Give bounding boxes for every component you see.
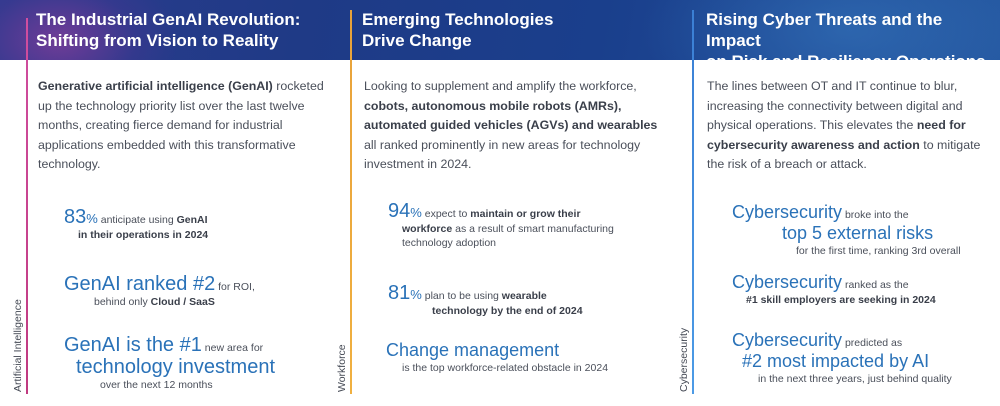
stat-genai-roi: GenAI ranked #2 for ROI, behind only Clo… [64, 273, 255, 308]
column-1-title: The Industrial GenAI Revolution: Shiftin… [36, 10, 301, 50]
column-1-divider [26, 18, 28, 394]
stat-cyber-skill: Cybersecurity ranked as the #1 skill emp… [732, 272, 936, 306]
stat-cyber-external-risk: Cybersecurity broke into the top 5 exter… [732, 202, 961, 257]
stat-genai-adoption: 83% anticipate using GenAI in their oper… [64, 206, 209, 241]
header-band: The Industrial GenAI Revolution: Shiftin… [0, 0, 1000, 60]
column-3-divider [692, 10, 694, 394]
stat-genai-investment: GenAI is the #1 new area for technology … [64, 334, 276, 391]
column-2-divider [350, 10, 352, 394]
column-1-intro: Generative artificial intelligence (GenA… [38, 79, 324, 171]
stat-cyber-ai-impact: Cybersecurity predicted as #2 most impac… [732, 330, 952, 385]
column-3-intro: The lines between OT and IT continue to … [707, 79, 981, 171]
stat-workforce-growth: 94% expect to maintain or grow their wor… [388, 200, 614, 249]
side-label-ai: Artificial Intelligence [12, 299, 24, 392]
stat-change-management: Change management is the top workforce-r… [386, 340, 609, 374]
column-3-title: Rising Cyber Threats and the Impact on R… [706, 10, 986, 60]
column-2-title: Emerging Technologies Drive Change [362, 10, 554, 50]
stat-wearable: 81% plan to be using wearable technology… [388, 282, 583, 317]
column-2-intro: Looking to supplement and amplify the wo… [364, 79, 658, 171]
